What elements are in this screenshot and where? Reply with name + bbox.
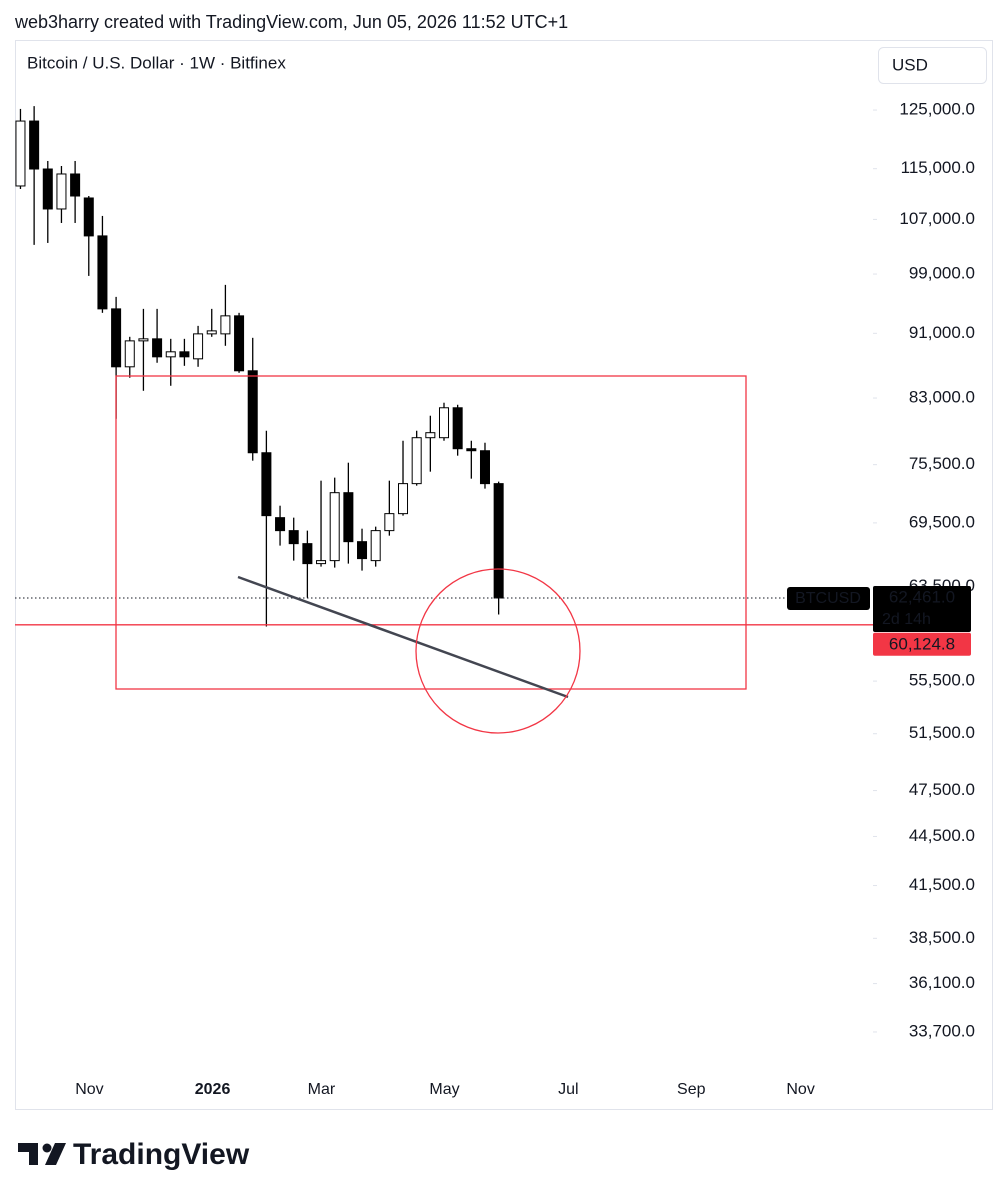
currency-button[interactable] — [878, 47, 987, 84]
candle-body — [329, 492, 340, 562]
price-tag — [873, 585, 971, 632]
y-tick-label: 125,000.0 — [899, 100, 975, 119]
candle-body — [124, 340, 135, 368]
brand: TradingView — [73, 1138, 250, 1171]
y-tick-label: 91,000.0 — [909, 323, 975, 342]
countdown: 2d 14h — [882, 611, 931, 628]
candle-body — [398, 483, 409, 515]
x-tick-label: Jul — [558, 1081, 578, 1098]
y-tick-label: 69,500.0 — [909, 512, 975, 531]
candle-body — [111, 308, 122, 368]
symbol-tag-label: BTCUSD — [795, 590, 861, 607]
candle-body — [138, 338, 149, 342]
candle-body — [411, 437, 422, 485]
tags: BTCUSD 62,461.0 2d 14h 60,124.8 — [787, 585, 971, 656]
symbol-tag — [787, 586, 870, 610]
currency[interactable]: USD — [892, 55, 928, 74]
logo: TradingView — [18, 1138, 250, 1171]
candle-body — [357, 541, 368, 560]
candle-body — [220, 315, 231, 335]
candle-body — [425, 432, 436, 439]
y-tick-label: 83,000.0 — [909, 388, 975, 407]
candle-body — [247, 370, 258, 454]
candle-body — [152, 338, 163, 358]
y-tick-label: 51,500.0 — [909, 723, 975, 742]
candle-body — [234, 315, 245, 372]
candle-body — [97, 235, 108, 310]
x-tick-label: Nov — [75, 1081, 103, 1098]
level-tag-label: 60,124.8 — [889, 634, 955, 653]
price-tag-label: 62,461.0 — [889, 587, 955, 606]
y-tick-label: 38,500.0 — [909, 928, 975, 947]
chart-title: Bitcoin / U.S. Dollar · 1W · Bitfinex — [27, 53, 286, 72]
x-tick-label: Mar — [308, 1081, 336, 1098]
y-tick-label: 115,000.0 — [901, 158, 975, 177]
plot: 125,000.0 115,000.0 107,000.0 99,000.0 91,00… — [15, 100, 975, 1098]
y-tick-label: 33,700.0 — [909, 1021, 975, 1040]
candle-body — [56, 173, 67, 210]
candle-body — [493, 483, 504, 599]
y-tick-label: 75,500.0 — [909, 454, 975, 473]
candle-body — [343, 492, 354, 543]
y-tick-label: 107,000.0 — [899, 209, 975, 228]
candle-body — [206, 330, 217, 335]
candle-body — [165, 351, 176, 358]
candle-body — [466, 448, 477, 452]
y-tick-label: 55,500.0 — [909, 671, 975, 690]
y-tick-label: 44,500.0 — [909, 826, 975, 845]
trend-line — [237, 575, 569, 699]
candle-body — [261, 452, 272, 517]
y-tick-label: 41,500.0 — [909, 875, 975, 894]
candle-body — [83, 197, 94, 237]
y-tick-label: 36,100.0 — [909, 973, 975, 992]
candle-body — [384, 513, 395, 532]
x-tick-label: Sep — [677, 1081, 706, 1098]
candle-body — [316, 560, 327, 565]
chart-panel — [15, 40, 993, 1110]
candle-body — [452, 407, 463, 450]
y-tick-label: 99,000.0 — [909, 264, 975, 283]
candle-body — [29, 120, 40, 170]
candle-body — [479, 450, 490, 485]
level-tag — [873, 632, 971, 656]
candle-body — [42, 168, 53, 210]
x-tick-label: Nov — [786, 1081, 814, 1098]
candle-body — [302, 543, 313, 565]
candle-body — [193, 333, 204, 360]
x-tick-label: May — [429, 1081, 459, 1098]
candle-body — [275, 517, 286, 532]
y-tick-label: 47,500.0 — [909, 780, 975, 799]
candle-body — [370, 530, 381, 562]
range-box — [115, 375, 747, 690]
candle-body — [288, 530, 299, 545]
candle-body — [70, 173, 81, 197]
candle-body — [179, 351, 190, 358]
highlight-circle — [415, 568, 581, 734]
candle-body — [438, 407, 450, 439]
x-tick-label: 2026 — [195, 1081, 231, 1098]
header: web3harry created with TradingView.com, … — [14, 12, 568, 32]
candle-body — [15, 120, 26, 187]
